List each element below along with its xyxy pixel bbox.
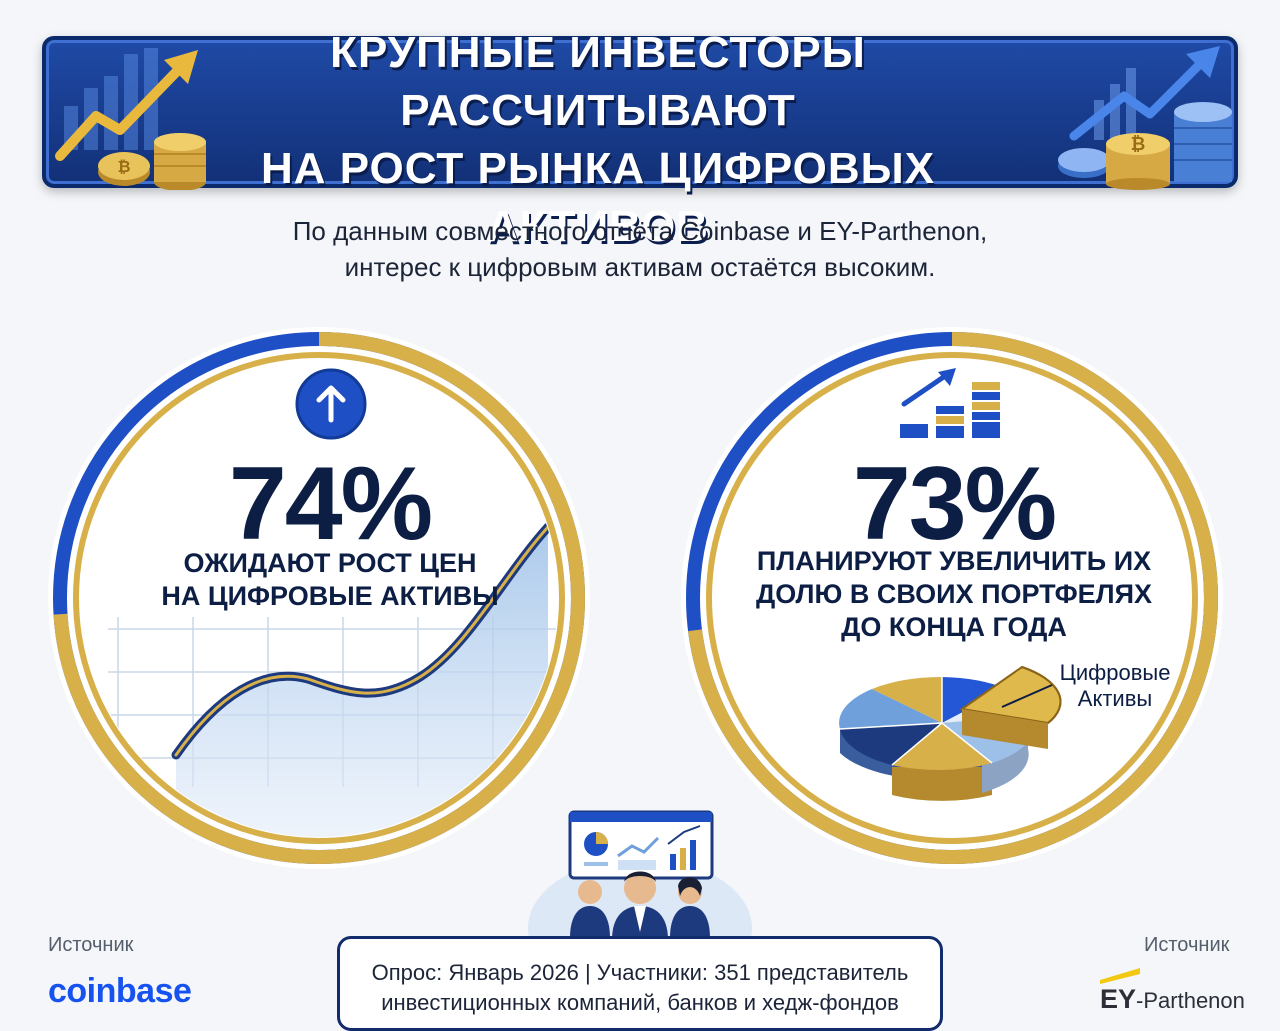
stat-caption-line1: ОЖИДАЮТ РОСТ ЦЕН — [183, 548, 477, 578]
pie-label-line2: Активы — [1077, 686, 1153, 711]
intro-line2: интерес к цифровым активам остаётся высо… — [344, 252, 936, 282]
stat-caption-line2: НА ЦИФРОВЫЕ АКТИВЫ — [161, 581, 499, 611]
coinbase-logo: coinbase — [48, 972, 192, 1010]
progress-ring-portfolio-share — [686, 332, 1218, 864]
intro-line1: По данным совместного отчёта Coinbase и … — [292, 216, 988, 246]
ey-logo-mark: EY — [1100, 984, 1137, 1014]
source-label-left: Источник — [48, 934, 134, 956]
survey-info-box — [337, 936, 943, 1031]
ey-parthenon-logo: EY-Parthenon — [1100, 968, 1245, 1015]
source-label-right: Источник — [1144, 934, 1230, 956]
banner-title-line1: КРУПНЫЕ ИНВЕСТОРЫ РАССЧИТЫВАЮТ — [330, 28, 866, 135]
title-banner — [42, 36, 1238, 188]
svg-text:₿: ₿ — [1131, 134, 1146, 154]
ey-beam-icon — [1100, 968, 1140, 984]
banner-title-line2: НА РОСТ РЫНКА ЦИФРОВЫХ АКТИВОВ — [260, 144, 936, 251]
coin-stacks-growth-icon: ₿ — [1058, 46, 1232, 190]
survey-line2: инвестиционных компаний, банков и хедж-ф… — [381, 990, 899, 1015]
stat-caption-line1: ПЛАНИРУЮТ УВЕЛИЧИТЬ ИХ — [756, 546, 1152, 576]
stat-caption-line3: ДО КОНЦА ГОДА — [841, 612, 1067, 642]
stat-caption-price-growth: ОЖИДАЮТ РОСТ ЦЕН НА ЦИФРОВЫЕ АКТИВЫ — [120, 547, 540, 613]
bar-growth-icon — [900, 368, 1000, 438]
arrow-up-icon — [295, 368, 367, 440]
pie-label: Цифровые Активы — [1050, 660, 1180, 712]
ey-logo-suffix: -Parthenon — [1136, 988, 1245, 1013]
bitcoin-growth-icon: ₿ — [55, 48, 206, 190]
stat-caption-portfolio-share: ПЛАНИРУЮТ УВЕЛИЧИТЬ ИХ ДОЛЮ В СВОИХ ПОРТ… — [724, 545, 1184, 644]
progress-ring-price-growth — [53, 332, 585, 864]
banner-title: КРУПНЫЕ ИНВЕСТОРЫ РАССЧИТЫВАЮТ НА РОСТ Р… — [180, 24, 1016, 256]
stat-caption-line2: ДОЛЮ В СВОИХ ПОРТФЕЛЯХ — [755, 579, 1153, 609]
growth-area — [176, 527, 548, 837]
survey-line1: Опрос: Январь 2026 | Участники: 351 пред… — [371, 960, 909, 985]
stat-value-portfolio-share: 73% — [852, 446, 1057, 562]
progress-arc — [686, 332, 1218, 864]
portfolio-pie-icon — [839, 665, 1062, 801]
survey-info-text: Опрос: Январь 2026 | Участники: 351 пред… — [347, 958, 933, 1018]
stat-value-price-growth: 74% — [228, 446, 433, 562]
team-presentation-icon — [528, 810, 752, 940]
progress-arc — [53, 332, 585, 864]
svg-text:₿: ₿ — [117, 158, 130, 176]
intro-text: По данным совместного отчёта Coinbase и … — [140, 213, 1140, 285]
pie-label-line1: Цифровые — [1059, 660, 1171, 685]
